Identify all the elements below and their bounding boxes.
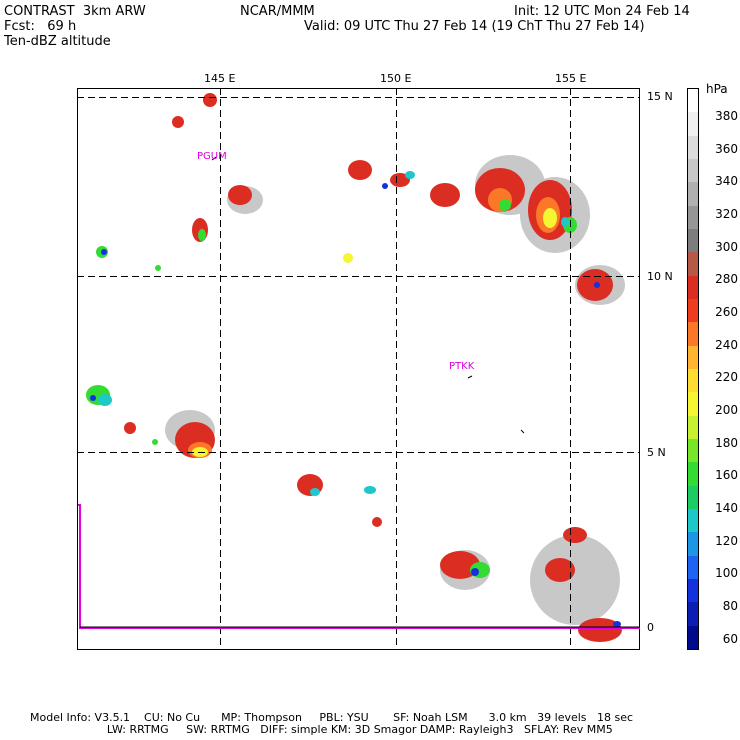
colorbar-level-label: 200 xyxy=(715,403,738,417)
organization-label: NCAR/MMM xyxy=(240,4,315,19)
island-marker xyxy=(520,429,525,434)
colorbar-level-label: 300 xyxy=(715,239,738,254)
colorbar-level-label: 220 xyxy=(715,370,738,385)
field-name: Ten-dBZ altitude xyxy=(4,34,111,49)
colorbar-swatch xyxy=(688,345,698,369)
lat-label-5n: 5 N xyxy=(647,446,666,459)
colorbar-swatch xyxy=(688,112,698,136)
colorbar-swatch xyxy=(688,392,698,416)
colorbar-swatch xyxy=(688,298,698,323)
echo-blobs xyxy=(86,93,625,642)
lon-label-150: 150 E xyxy=(380,72,412,85)
init-time: Init: 12 UTC Mon 24 Feb 14 xyxy=(514,4,690,19)
colorbar-labels: 380 360 340 320 300 280 260 240 220 200 180 160 140 1… xyxy=(700,88,738,650)
valid-time: Valid: 09 UTC Thu 27 Feb 14 (19 ChT Thu … xyxy=(304,19,645,34)
forecast-hour: Fcst: 69 h xyxy=(4,19,77,34)
colorbar-level-label: 240 xyxy=(715,337,738,352)
colorbar-swatch xyxy=(688,135,698,159)
station-marker-ptkk xyxy=(467,375,473,379)
lat-label-10n: 10 N xyxy=(647,270,673,283)
model-info-line1: Model Info: V3.5.1 CU: No Cu MP: Thompso… xyxy=(30,711,634,724)
colorbar-level-label: 120 xyxy=(715,533,738,548)
colorbar-level-label: 280 xyxy=(715,272,738,287)
colorbar-swatch xyxy=(688,158,698,183)
colorbar-swatch xyxy=(688,508,698,533)
model-title: CONTRAST 3km ARW xyxy=(4,4,146,19)
colorbar-swatch xyxy=(688,578,698,603)
colorbar-swatch xyxy=(688,602,698,626)
colorbar-swatch xyxy=(688,462,698,486)
colorbar-level-label: 340 xyxy=(715,174,738,189)
colorbar-swatch xyxy=(688,322,698,346)
lon-label-155: 155 E xyxy=(555,72,587,85)
graticule xyxy=(77,88,640,650)
station-label-ptkk: PTKK xyxy=(449,361,475,372)
colorbar-swatch xyxy=(688,252,698,276)
colorbar-swatch xyxy=(688,625,698,649)
lon-label-145: 145 E xyxy=(204,72,236,85)
colorbar-swatch xyxy=(688,368,698,393)
station-label-pgum: PGUM xyxy=(197,151,227,162)
colorbar xyxy=(687,88,699,650)
colorbar-swatch xyxy=(688,182,698,206)
lat-label-0: 0 xyxy=(647,621,654,634)
colorbar-level-label: 140 xyxy=(715,501,738,515)
model-info-line2: LW: RRTMG SW: RRTMG DIFF: simple KM: 3D … xyxy=(30,723,613,736)
colorbar-level-label: 380 xyxy=(715,109,738,123)
colorbar-unit: hPa xyxy=(706,82,728,96)
colorbar-level-label: 260 xyxy=(715,305,738,319)
colorbar-swatch xyxy=(688,275,698,299)
colorbar-level-label: 60 xyxy=(722,631,738,646)
colorbar-swatch xyxy=(688,485,698,509)
colorbar-swatch xyxy=(688,555,698,579)
lat-label-15n: 15 N xyxy=(647,90,673,103)
boundary-line xyxy=(78,504,640,629)
colorbar-level-label: 160 xyxy=(715,468,738,483)
colorbar-level-label: 360 xyxy=(715,141,738,156)
colorbar-level-label: 100 xyxy=(715,566,738,581)
colorbar-level-label: 320 xyxy=(715,207,738,221)
station-marker-pgum xyxy=(211,156,217,161)
colorbar-swatch xyxy=(688,89,698,113)
colorbar-level-label: 80 xyxy=(722,599,738,613)
colorbar-swatch xyxy=(688,532,698,556)
colorbar-swatch xyxy=(688,205,698,229)
colorbar-level-label: 180 xyxy=(715,435,738,450)
colorbar-swatch xyxy=(688,438,698,463)
colorbar-swatch xyxy=(688,415,698,439)
colorbar-swatch xyxy=(688,228,698,253)
